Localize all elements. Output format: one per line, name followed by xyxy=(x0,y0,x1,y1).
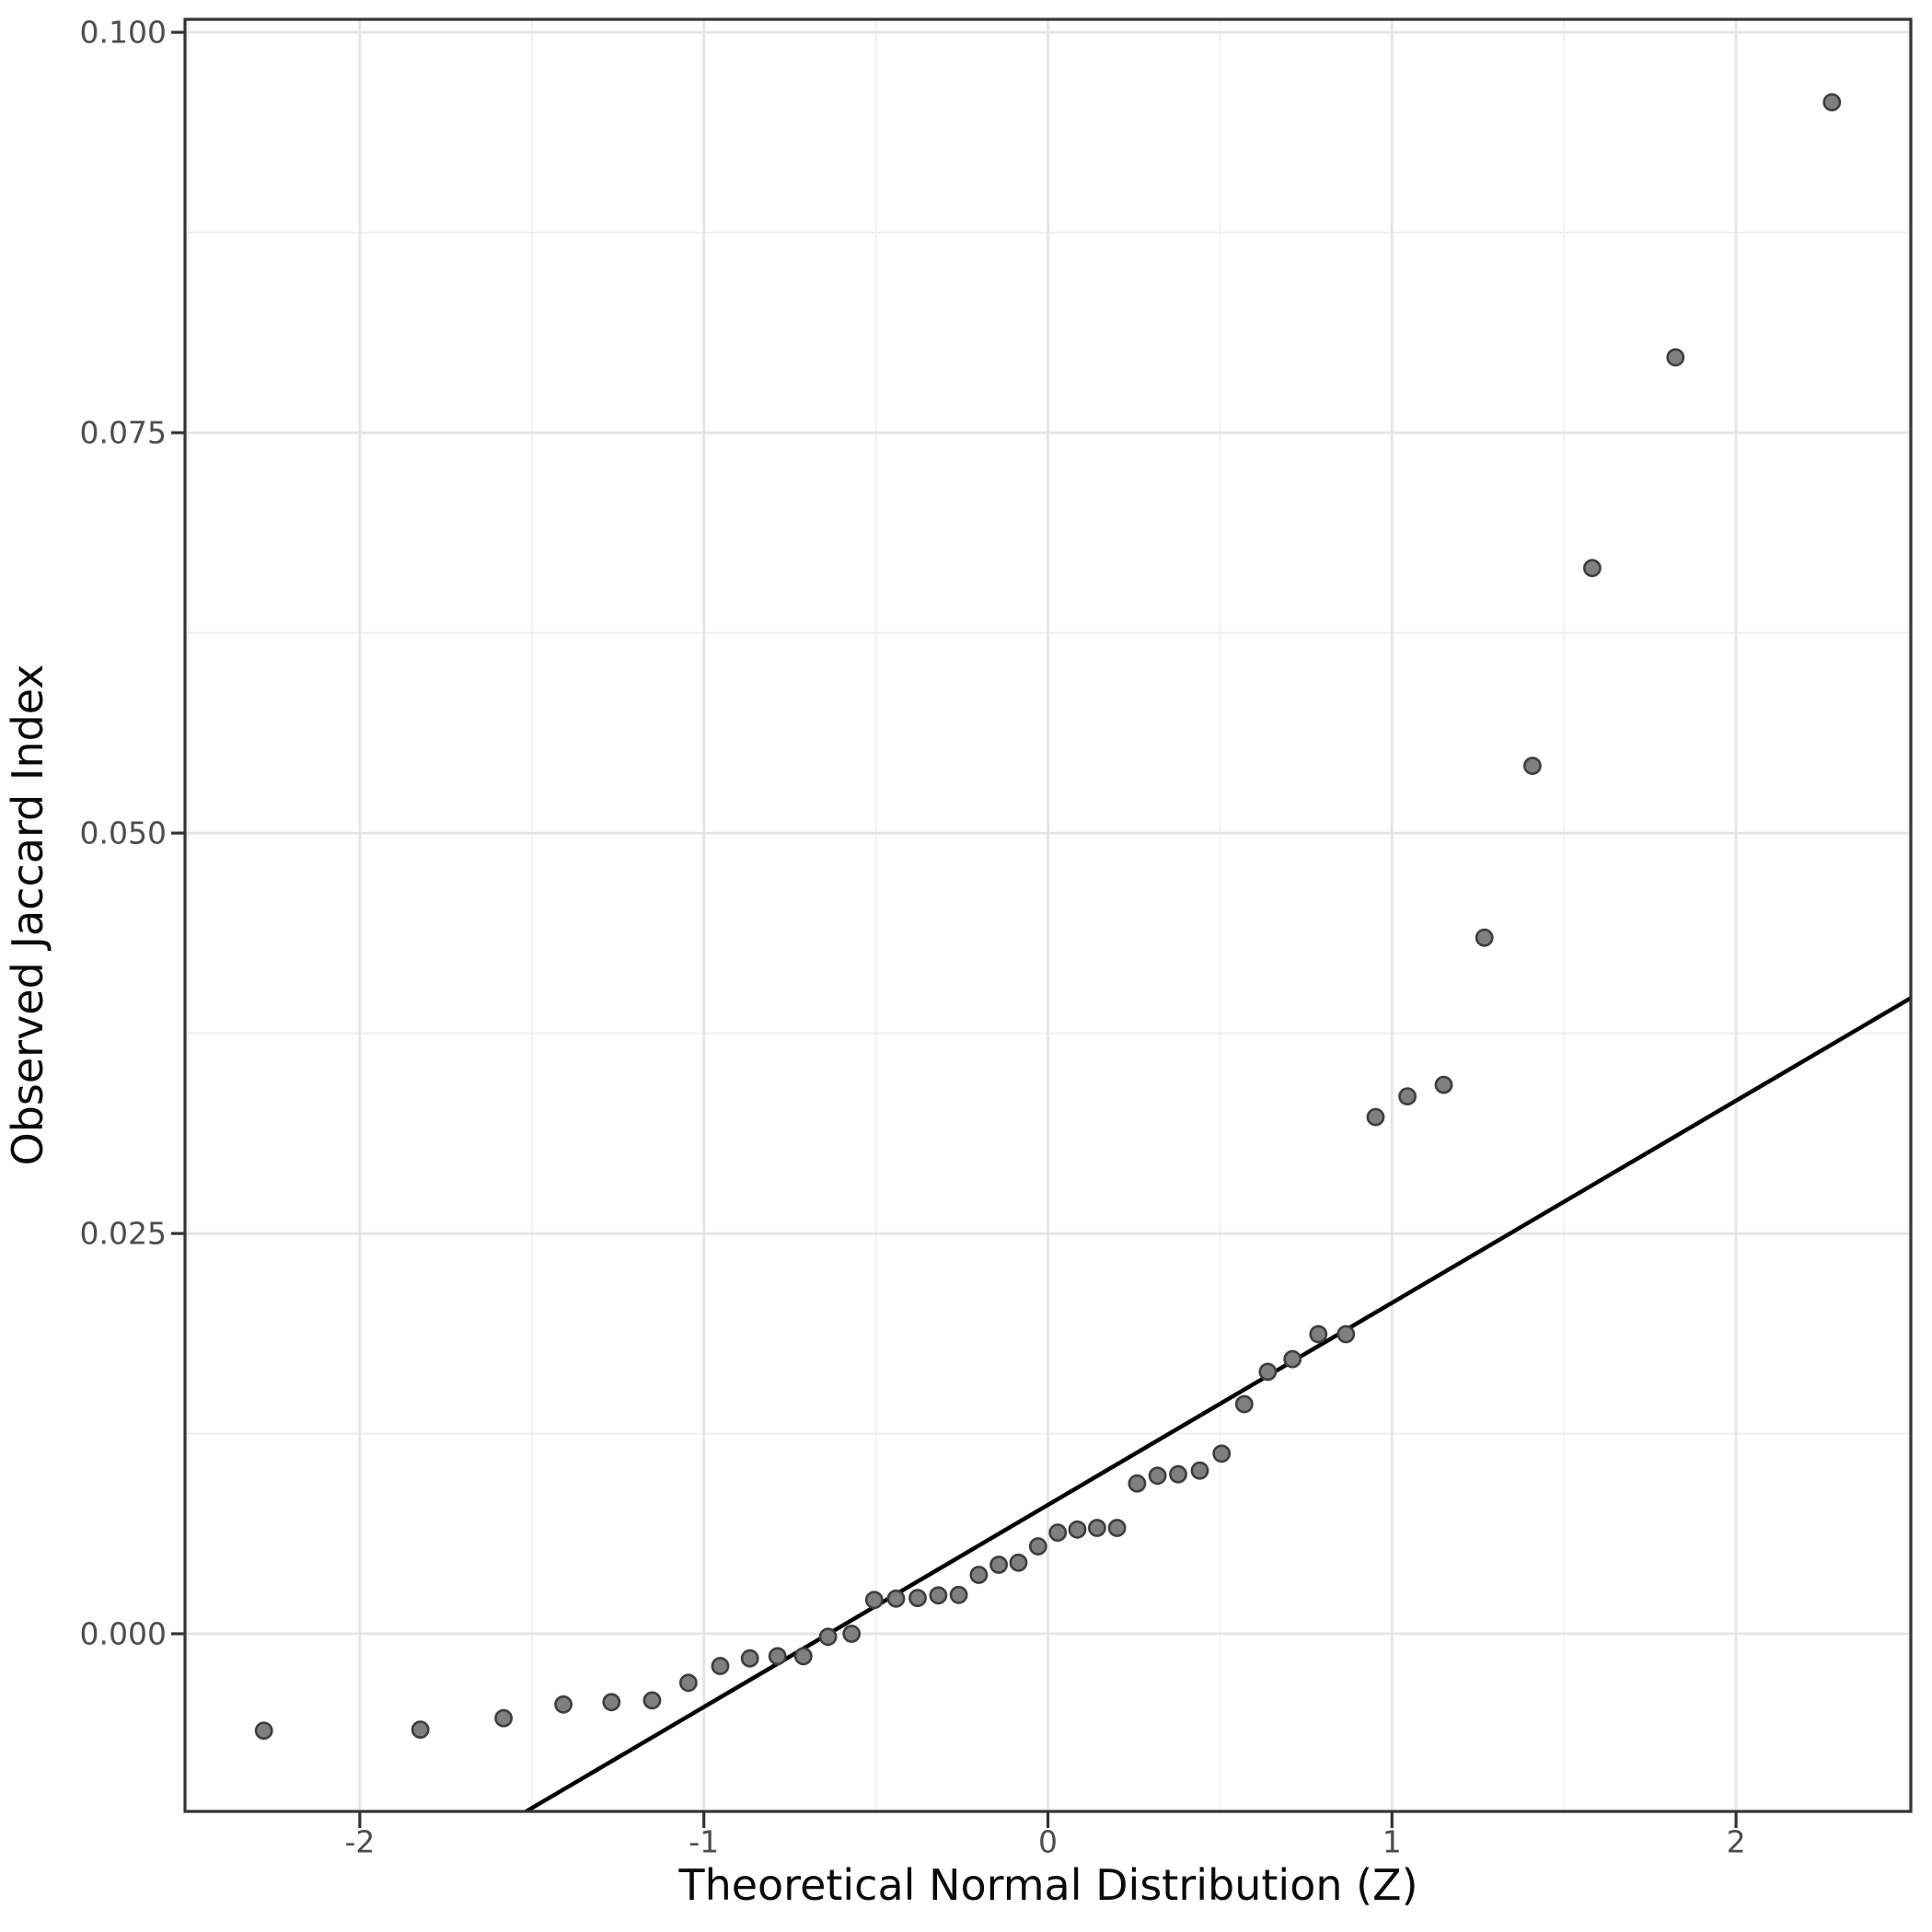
data-point xyxy=(886,1589,906,1608)
qq-reference-line xyxy=(522,996,1911,1811)
data-point xyxy=(1169,1464,1187,1484)
y-tick-label: 0.025 xyxy=(80,1216,167,1252)
x-axis-tick-labels: -2 -1 0 1 2 xyxy=(344,1824,1745,1860)
data-point xyxy=(1128,1474,1147,1493)
data-point xyxy=(494,1708,514,1728)
data-point xyxy=(1523,757,1542,775)
data-point xyxy=(864,1591,884,1610)
data-points-group xyxy=(254,93,1842,1741)
data-point xyxy=(679,1673,698,1693)
data-point xyxy=(711,1657,730,1675)
data-point xyxy=(1068,1520,1087,1539)
data-point xyxy=(1212,1444,1232,1463)
data-point xyxy=(1309,1325,1328,1344)
data-point xyxy=(989,1556,1009,1574)
y-axis-ticks xyxy=(171,30,185,1636)
data-point xyxy=(1583,559,1602,578)
qq-reference-line-group xyxy=(522,996,1911,1811)
data-point xyxy=(1283,1349,1302,1369)
data-point xyxy=(642,1691,662,1710)
y-tick-label: 0.100 xyxy=(80,15,167,51)
x-tick-label: 1 xyxy=(1382,1824,1402,1860)
data-point xyxy=(818,1627,838,1647)
data-point xyxy=(1666,348,1685,367)
data-point xyxy=(1088,1519,1106,1537)
data-point xyxy=(1822,93,1842,112)
y-tick-label: 0.050 xyxy=(80,816,167,851)
x-tick-label: 0 xyxy=(1038,1824,1058,1860)
x-tick-label: 2 xyxy=(1727,1824,1746,1860)
data-point xyxy=(768,1647,787,1666)
x-tick-label: -1 xyxy=(688,1824,719,1860)
data-point xyxy=(1434,1075,1453,1094)
y-axis-title: Observed Jaccard Index xyxy=(3,664,52,1165)
y-tick-label: 0.000 xyxy=(80,1616,167,1652)
data-point xyxy=(602,1693,621,1712)
data-point xyxy=(1009,1553,1028,1572)
data-point xyxy=(1107,1519,1127,1537)
data-point xyxy=(554,1695,573,1714)
data-point xyxy=(740,1649,759,1668)
data-point xyxy=(908,1589,927,1608)
data-point xyxy=(1336,1325,1356,1344)
data-point xyxy=(793,1647,813,1666)
data-point xyxy=(1258,1362,1278,1382)
y-tick-label: 0.075 xyxy=(80,415,167,451)
x-axis-ticks xyxy=(358,1811,1738,1828)
data-point xyxy=(254,1721,273,1741)
major-gridlines xyxy=(185,19,1911,1811)
data-point xyxy=(969,1566,989,1584)
data-point xyxy=(929,1586,948,1605)
data-point xyxy=(1148,1466,1167,1486)
data-point xyxy=(1366,1107,1385,1127)
data-point xyxy=(842,1625,862,1643)
x-tick-label: -2 xyxy=(344,1824,375,1860)
data-point xyxy=(1475,928,1494,947)
data-point xyxy=(1028,1537,1047,1556)
y-axis-tick-labels: 0.000 0.025 0.050 0.075 0.100 xyxy=(80,15,167,1652)
data-point xyxy=(411,1720,430,1740)
data-point xyxy=(1190,1461,1209,1480)
data-point xyxy=(1398,1087,1417,1106)
data-point xyxy=(1048,1523,1068,1543)
data-point xyxy=(1234,1394,1254,1414)
data-point xyxy=(949,1585,968,1604)
x-axis-title: Theoretical Normal Distribution (Z) xyxy=(677,1860,1417,1910)
